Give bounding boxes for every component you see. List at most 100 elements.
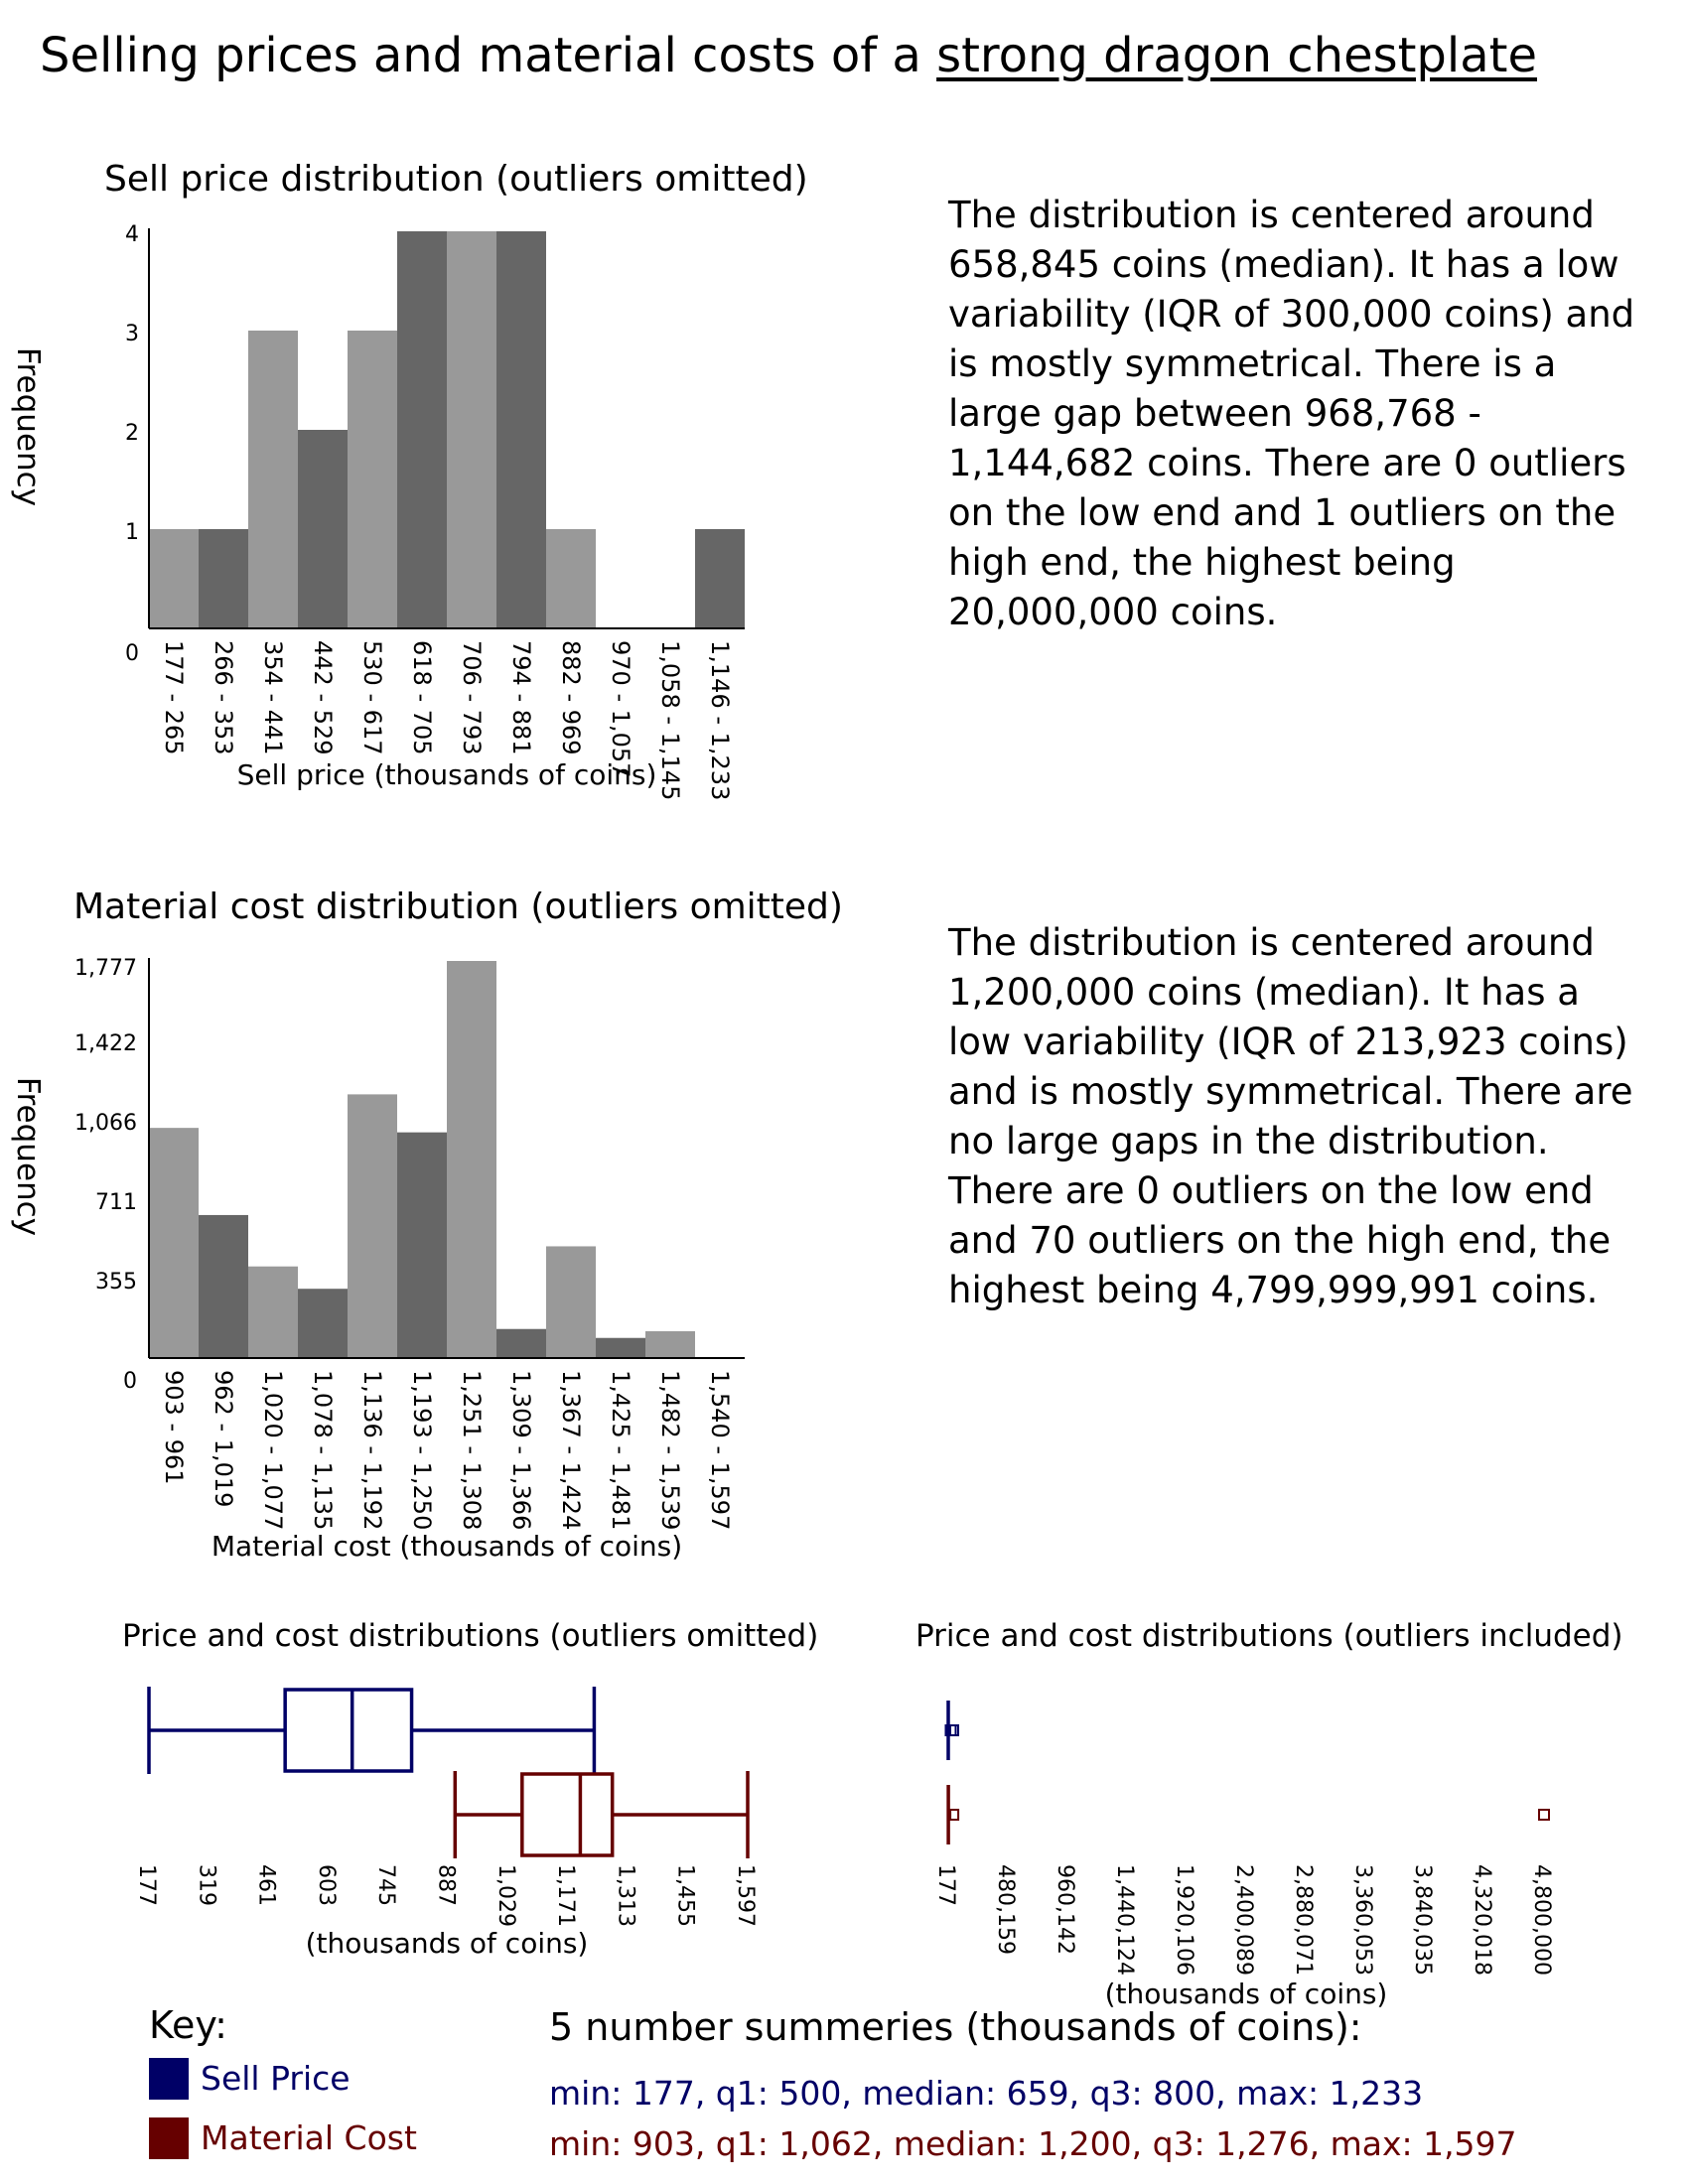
x-tick-label: 1,367 - 1,424 [557,1370,585,1530]
histogram-bar [546,529,596,628]
boxplot-outliers-included: 177 480,159 960,142 1,440,124 1,920,106 2,400… [933,1701,1554,2010]
x-tick-label: 354 - 441 [259,640,287,755]
x-tick-label: 461 [254,1864,279,1906]
cost-summary: min: 903, q1: 1,062, median: 1,200, q3: … [549,2124,1517,2163]
y-tick-label: 2 [125,421,139,446]
x-tick-label: 970 - 1,057 [607,640,634,777]
box-included-title: Price and cost distributions (outliers i… [915,1618,1623,1654]
x-tick-label: 1,193 - 1,250 [408,1370,436,1530]
x-tick-label: 4,320,018 [1470,1864,1494,1976]
histogram-bar [199,529,248,628]
key-cost-swatch [149,2117,189,2159]
x-tick-label: 177 - 265 [160,640,188,755]
histogram-bar [546,1246,596,1358]
x-tick-label: 442 - 529 [309,640,337,755]
histogram-bar [298,1289,348,1358]
x-tick-label: 1,136 - 1,192 [358,1370,386,1530]
histogram-bar [447,231,496,628]
histogram-bar [645,1330,695,1358]
key-title: Key: [149,2003,227,2047]
x-tick-label: 745 [373,1864,398,1906]
y-axis-label: Frequency [10,347,46,506]
y-tick-label: 355 [95,1270,137,1295]
title-prefix: Selling prices and material costs of a [40,28,937,83]
x-tick-label: 1,440,124 [1112,1864,1137,1976]
x-axis-label: Material cost (thousands of coins) [211,1530,682,1563]
y-tick-label: 1 [125,520,139,545]
x-tick-label: 1,171 [553,1864,578,1927]
title-item: strong dragon chestplate [936,28,1537,83]
x-axis-label: (thousands of coins) [306,1927,589,1960]
x-tick-label: 794 - 881 [507,640,535,755]
x-tick-label: 177 [134,1864,159,1906]
material-cost-histogram: 0 355 711 1,066 1,422 1,777 903 - 961 962 - 1,0… [10,956,745,1563]
sell-price-histogram: 0 1 2 3 4 177 - 265 266 - 353 354 - 441 442 - 52… [10,222,745,799]
x-tick-label: 1,146 - 1,233 [706,640,734,799]
y-tick-label: 1,422 [74,1031,137,1056]
y-tick-label: 0 [125,641,139,666]
y-tick-label: 1,777 [74,956,137,981]
sell-summary: min: 177, q1: 500, median: 659, q3: 800,… [549,2074,1424,2113]
x-tick-label: 3,360,053 [1350,1864,1375,1976]
x-tick-label: 4,800,000 [1529,1864,1554,1976]
x-tick-label: 706 - 793 [458,640,486,755]
x-tick-label: 1,251 - 1,308 [458,1370,486,1530]
sell-description: The distribution is centered around 658,… [948,194,1635,633]
histogram-bar [149,529,199,628]
x-tick-label: 960,142 [1053,1864,1077,1955]
x-axis-label: (thousands of coins) [1105,1978,1388,2010]
histogram-bar [496,1328,546,1358]
x-tick-label: 1,540 - 1,597 [706,1370,734,1530]
x-axis-label: Sell price (thousands of coins) [237,758,657,791]
x-tick-label: 480,159 [993,1864,1018,1955]
x-tick-label: 903 - 961 [160,1370,188,1485]
box-body [949,1724,959,1736]
x-tick-label: 2,400,089 [1231,1864,1256,1976]
x-tick-label: 530 - 617 [358,640,386,755]
x-tick-label: 618 - 705 [408,640,436,755]
x-tick-label: 882 - 969 [557,640,585,755]
key-sell-label: Sell Price [201,2059,351,2098]
summaries-title: 5 number summeries (thousands of coins): [549,2005,1362,2049]
x-tick-label: 603 [314,1864,339,1906]
y-axis-label: Frequency [10,1077,46,1236]
x-tick-label: 177 [933,1864,958,1906]
y-tick-label: 0 [123,1369,137,1394]
box-body [520,1772,615,1857]
x-tick-label: 1,597 [733,1864,758,1927]
sell-hist-title: Sell price distribution (outliers omitte… [104,159,808,200]
histogram-bar [447,961,496,1358]
histogram-bar [199,1214,248,1358]
x-tick-label: 1,482 - 1,539 [656,1370,684,1530]
histogram-bar [248,331,298,628]
key-sell-swatch [149,2058,189,2100]
x-tick-label: 3,840,035 [1410,1864,1435,1976]
outlier-point [1538,1809,1550,1821]
histogram-bar [596,1337,645,1358]
box-body [283,1688,414,1773]
histogram-bar [695,529,745,628]
histogram-bar [496,231,546,628]
x-tick-label: 1,313 [613,1864,637,1927]
histogram-bar [248,1266,298,1358]
cost-description: The distribution is centered around 1,20… [948,921,1633,1311]
box-body [949,1809,960,1821]
x-tick-label: 1,309 - 1,366 [507,1370,535,1530]
key-cost-label: Material Cost [201,2118,417,2157]
histogram-bar [348,331,397,628]
x-tick-label: 962 - 1,019 [210,1370,237,1507]
histogram-bar [348,1094,397,1358]
histogram-bar [397,231,447,628]
x-tick-label: 319 [194,1864,218,1906]
x-tick-label: 1,455 [673,1864,698,1927]
boxplot-outliers-omitted: 177 319 461 603 745 887 1,029 1,171 1,313 1,455 1,… [134,1687,758,1960]
x-tick-label: 2,880,071 [1291,1864,1316,1976]
histogram-bar [397,1132,447,1358]
x-tick-label: 266 - 353 [210,640,237,755]
x-tick-label: 1,425 - 1,481 [607,1370,634,1530]
x-tick-label: 1,029 [493,1864,518,1927]
y-tick-label: 711 [95,1190,137,1215]
x-tick-label: 887 [434,1864,459,1906]
y-tick-label: 3 [125,322,139,346]
y-tick-label: 4 [125,222,139,247]
